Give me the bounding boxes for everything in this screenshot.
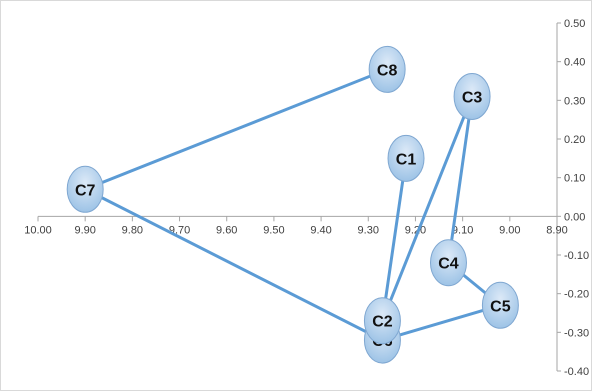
x-tick-label: 8.90 <box>546 224 567 236</box>
y-tick-label: -0.10 <box>564 250 589 262</box>
y-tick-label: -0.40 <box>564 366 589 378</box>
point-c1: C1 <box>387 134 425 182</box>
point-label: C2 <box>372 314 393 331</box>
x-tick-label: 9.10 <box>452 224 473 236</box>
connector-line-c2-c1 <box>380 156 408 323</box>
x-tick-label: 9.50 <box>263 224 284 236</box>
x-tick-label: 9.00 <box>499 224 520 236</box>
point-label: C8 <box>377 62 398 79</box>
x-tick-label: 9.30 <box>358 224 379 236</box>
connector-line-c4-c3 <box>446 94 474 265</box>
y-tick-label: -0.30 <box>564 327 589 339</box>
y-tick-label: 0.00 <box>564 211 585 223</box>
connector-line-c8-c7 <box>83 67 389 191</box>
point-c4: C4 <box>429 239 467 287</box>
point-marker <box>368 45 406 93</box>
connector-lines <box>83 67 502 342</box>
data-points: C1C3C4C5C6C7C8C2 <box>66 45 519 364</box>
point-marker <box>66 165 104 213</box>
point-marker <box>363 297 401 345</box>
x-tick-label: 10.00 <box>24 224 52 236</box>
connector-line-c6-c5 <box>380 303 502 342</box>
point-c2: C2 <box>363 297 401 345</box>
y-tick-label: 0.20 <box>564 134 585 146</box>
point-label: C3 <box>462 89 483 106</box>
y-tick-label: -0.20 <box>564 289 589 301</box>
connector-line-c3-c2 <box>380 94 474 323</box>
y-tick-label: 0.30 <box>564 95 585 107</box>
point-c7: C7 <box>66 165 104 213</box>
axes: 10.00 9.90 9.80 9.70 9.60 9.50 9.40 9.30 9.20 9.1… <box>24 18 589 378</box>
x-tick-label: 9.60 <box>216 224 237 236</box>
x-tick-label: 9.90 <box>74 224 95 236</box>
point-c3: C3 <box>453 72 491 120</box>
point-marker <box>481 281 519 329</box>
y-tick-label: 0.50 <box>564 18 585 30</box>
point-c8: C8 <box>368 45 406 93</box>
point-c5: C5 <box>481 281 519 329</box>
point-label: C5 <box>490 298 511 315</box>
x-tick-label: 9.40 <box>310 224 331 236</box>
point-marker <box>429 239 467 287</box>
point-label: C4 <box>438 256 459 273</box>
point-marker <box>387 134 425 182</box>
y-tick-label: 0.10 <box>564 173 585 185</box>
point-marker <box>453 72 491 120</box>
connector-line-c7-c6 <box>83 187 384 342</box>
point-label: C7 <box>75 182 96 199</box>
point-label: C1 <box>396 151 417 168</box>
x-tick-label: 9.80 <box>122 224 143 236</box>
y-tick-label: 0.40 <box>564 57 585 69</box>
